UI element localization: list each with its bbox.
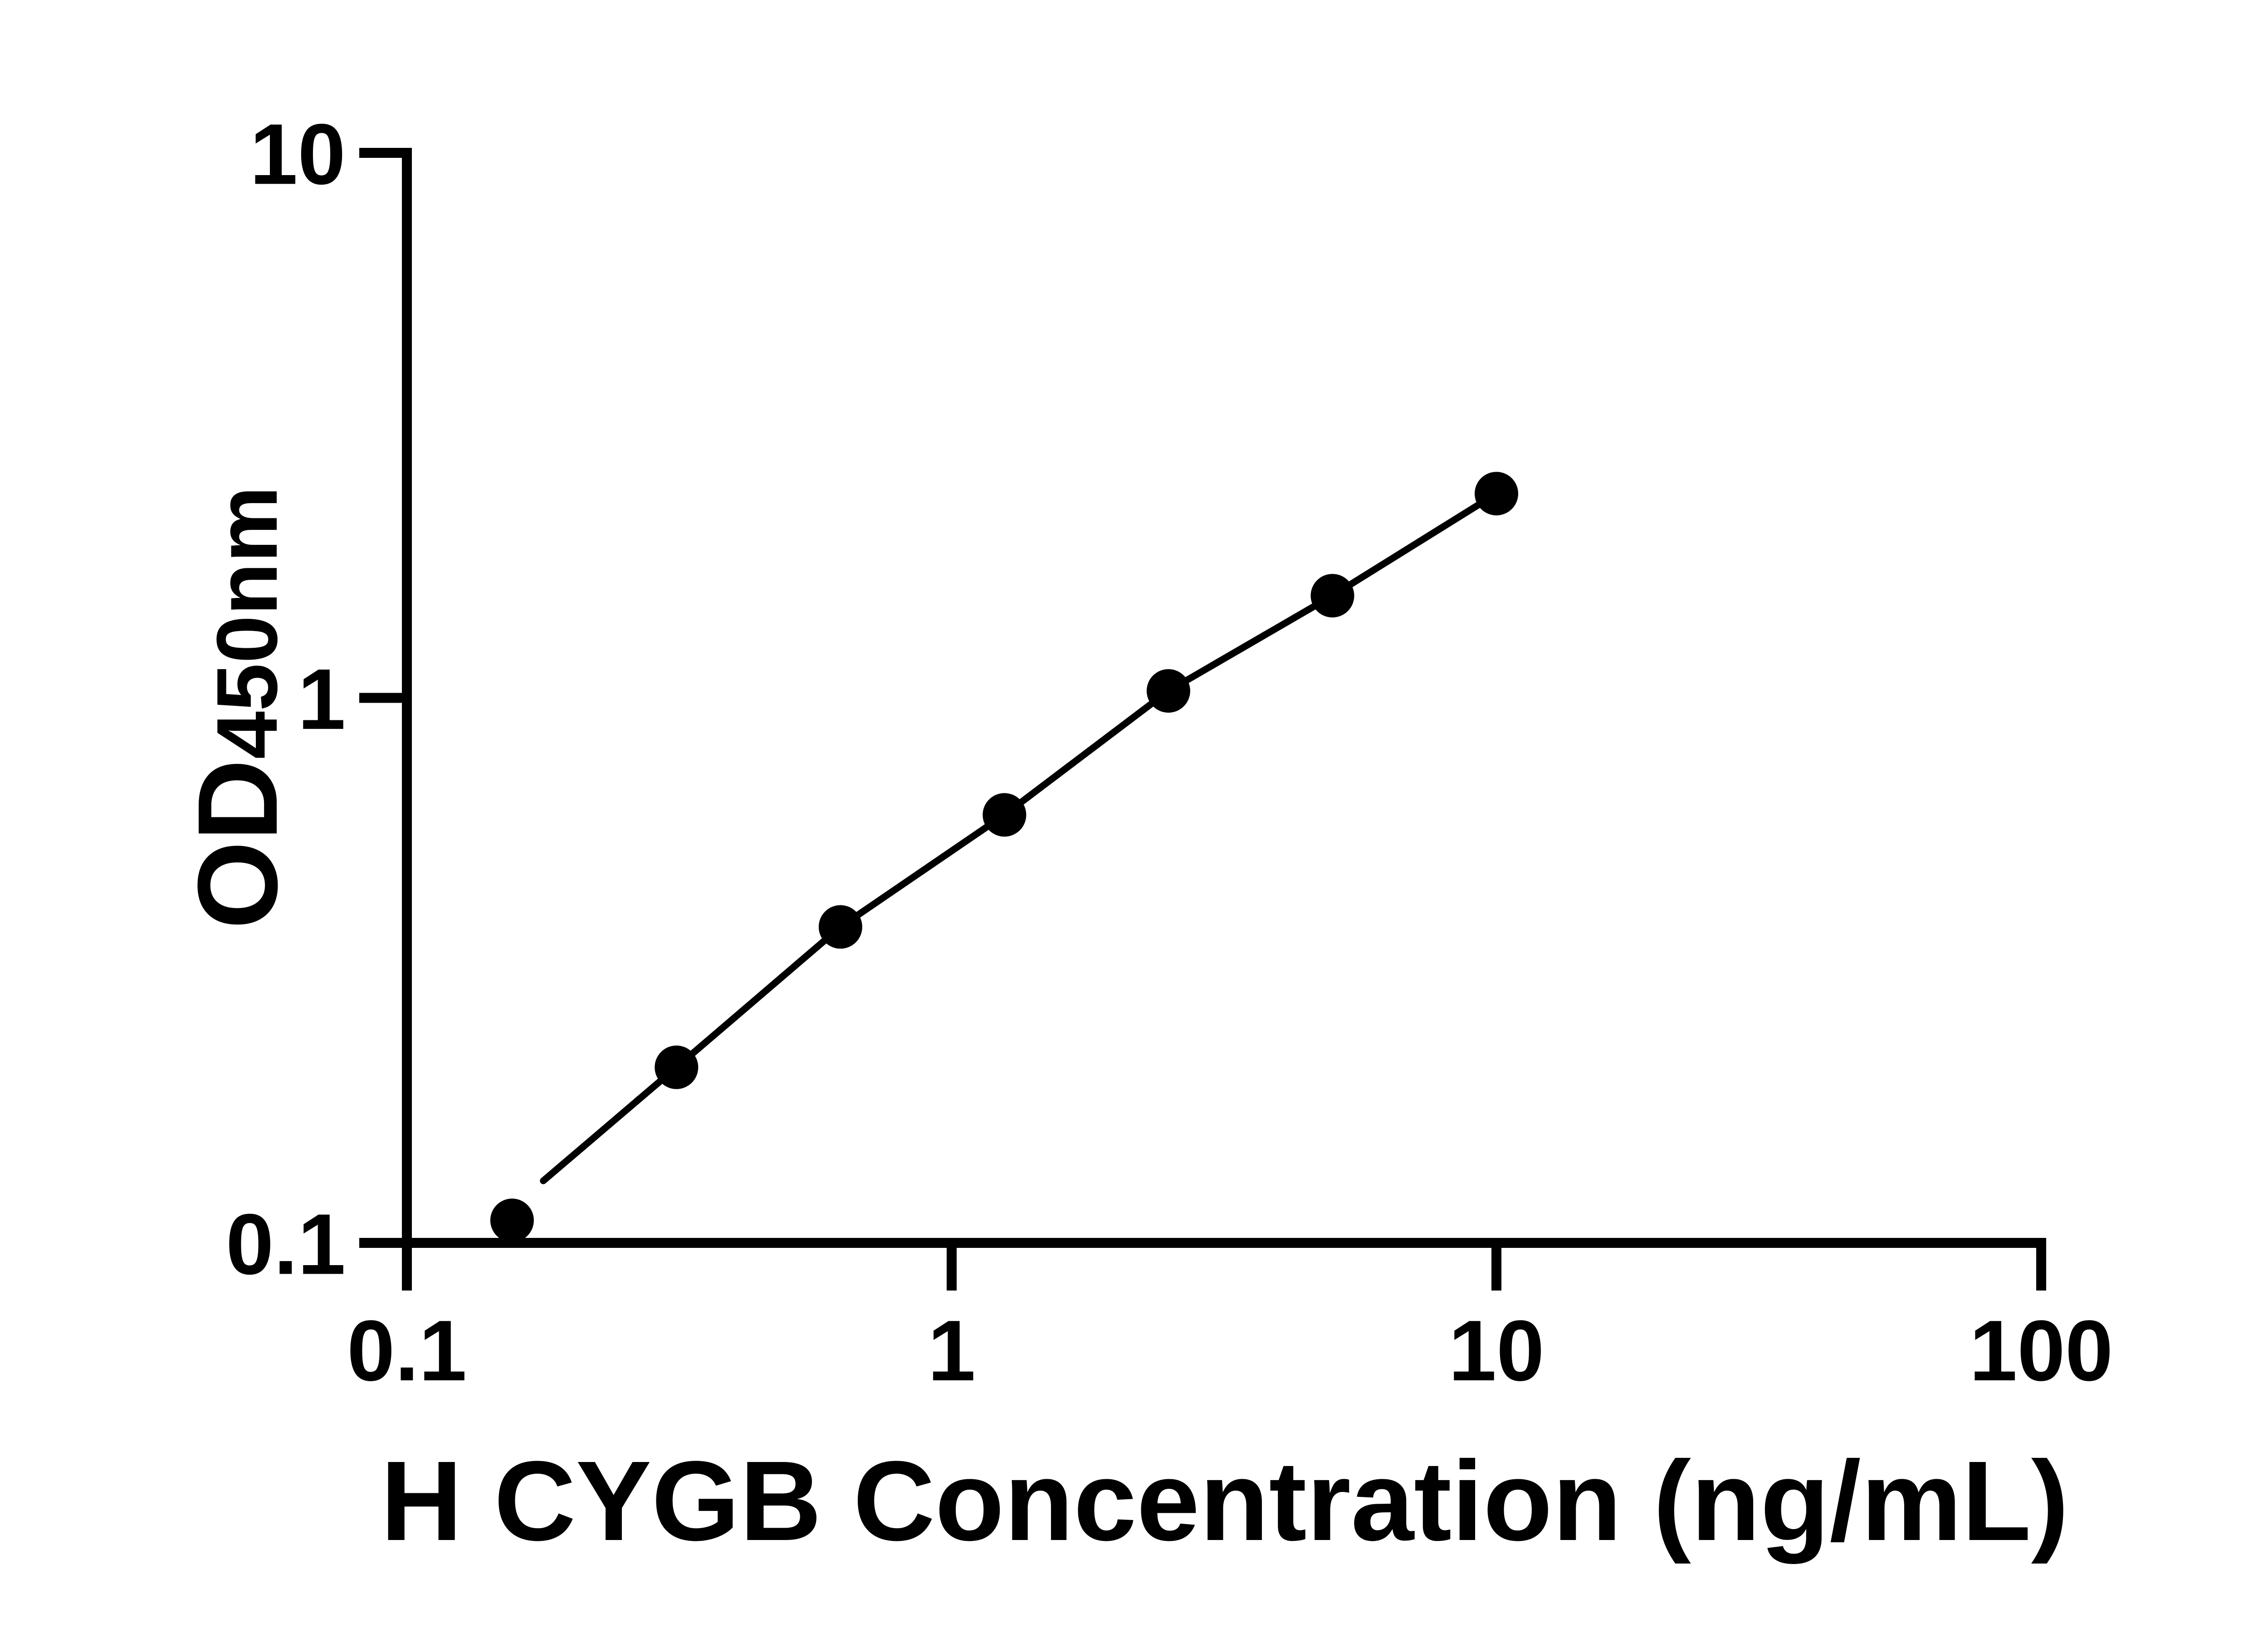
data-point-marker xyxy=(1146,669,1190,713)
data-point-marker xyxy=(1310,574,1354,618)
data-point-marker xyxy=(818,905,862,949)
data-point-marker xyxy=(490,1198,534,1242)
y-tick-label: 0.1 xyxy=(226,1196,346,1292)
y-axis-title: OD450nm xyxy=(174,486,301,929)
x-axis-title: H CYGB Concentration (ng/mL) xyxy=(381,1437,2069,1564)
data-points-layer xyxy=(490,472,1518,1242)
x-tick-label: 100 xyxy=(1969,1303,2113,1399)
y-axis-title-sub: 450nm xyxy=(199,486,295,759)
tick-labels: 0.1 1 10 100 0.1 1 10 xyxy=(226,106,2113,1399)
x-tick-label: 1 xyxy=(928,1303,976,1399)
axes xyxy=(402,148,2046,1248)
data-point-marker xyxy=(982,793,1026,837)
y-tick-label: 10 xyxy=(250,106,346,202)
x-tick-label: 10 xyxy=(1448,1303,1544,1399)
y-axis-title-main: OD xyxy=(174,759,301,929)
data-point-marker xyxy=(1475,472,1518,516)
x-tick-label: 0.1 xyxy=(347,1303,467,1399)
ticks xyxy=(359,148,2046,1291)
y-tick-label: 1 xyxy=(298,651,346,748)
data-point-marker xyxy=(655,1045,699,1089)
